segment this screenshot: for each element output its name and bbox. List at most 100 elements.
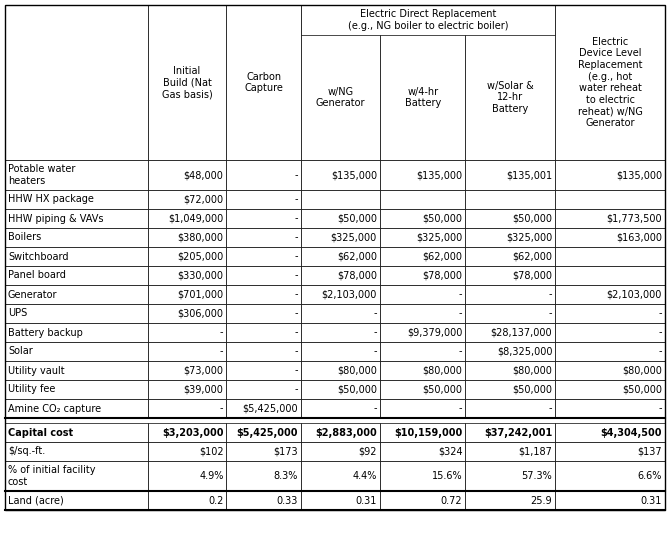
Text: -: -	[459, 289, 462, 300]
Bar	[5, 160, 147, 190]
Bar	[380, 361, 466, 380]
Bar	[226, 380, 301, 399]
Bar	[147, 380, 226, 399]
Bar	[466, 209, 555, 228]
Bar	[555, 380, 665, 399]
Text: Electric
Device Level
Replacement
(e.g., hot
water reheat
to electric
reheat) w/: Electric Device Level Replacement (e.g.,…	[578, 37, 643, 128]
Text: $62,000: $62,000	[337, 251, 377, 261]
Bar	[5, 323, 147, 342]
Text: Battery backup: Battery backup	[8, 328, 83, 338]
Bar	[301, 228, 380, 247]
Text: $173: $173	[273, 446, 298, 457]
Text: Solar: Solar	[8, 346, 33, 356]
Bar	[147, 442, 226, 461]
Text: $137: $137	[637, 446, 662, 457]
Bar	[147, 423, 226, 442]
Bar	[5, 399, 147, 418]
Bar	[380, 160, 466, 190]
Text: -: -	[220, 346, 224, 356]
Text: $37,242,001: $37,242,001	[484, 428, 552, 438]
Bar	[466, 399, 555, 418]
Text: -: -	[220, 404, 224, 413]
Text: $380,000: $380,000	[178, 232, 224, 243]
Text: -: -	[295, 251, 298, 261]
Bar	[226, 247, 301, 266]
Bar	[555, 342, 665, 361]
Text: $80,000: $80,000	[423, 366, 462, 376]
Text: -: -	[295, 170, 298, 180]
Text: 6.6%: 6.6%	[638, 471, 662, 481]
Bar	[147, 5, 226, 160]
Bar	[147, 228, 226, 247]
Bar	[380, 304, 466, 323]
Bar	[466, 423, 555, 442]
Bar	[226, 442, 301, 461]
Bar	[380, 399, 466, 418]
Bar	[5, 285, 147, 304]
Bar	[466, 247, 555, 266]
Bar	[555, 209, 665, 228]
Text: $9,379,000: $9,379,000	[407, 328, 462, 338]
Bar	[301, 423, 380, 442]
Text: $78,000: $78,000	[337, 271, 377, 281]
Text: % of initial facility
cost: % of initial facility cost	[8, 465, 96, 487]
Bar	[380, 461, 466, 491]
Text: $50,000: $50,000	[622, 384, 662, 395]
Text: -: -	[373, 346, 377, 356]
Text: -: -	[295, 346, 298, 356]
Text: $73,000: $73,000	[184, 366, 224, 376]
Text: Capital cost: Capital cost	[8, 428, 73, 438]
Bar	[5, 361, 147, 380]
Text: w/NG
Generator: w/NG Generator	[316, 87, 365, 108]
Text: $701,000: $701,000	[178, 289, 224, 300]
Text: -: -	[295, 366, 298, 376]
Text: -: -	[549, 289, 552, 300]
Bar	[466, 228, 555, 247]
Text: $102: $102	[199, 446, 224, 457]
Text: $2,883,000: $2,883,000	[315, 428, 377, 438]
Text: -: -	[373, 404, 377, 413]
Text: -: -	[295, 289, 298, 300]
Text: HHW piping & VAVs: HHW piping & VAVs	[8, 214, 103, 223]
Bar	[5, 380, 147, 399]
Bar	[147, 285, 226, 304]
Bar	[466, 285, 555, 304]
Bar	[466, 380, 555, 399]
Bar	[380, 247, 466, 266]
Bar	[147, 247, 226, 266]
Text: Electric Direct Replacement
(e.g., NG boiler to electric boiler): Electric Direct Replacement (e.g., NG bo…	[348, 9, 509, 31]
Bar	[555, 461, 665, 491]
Text: $1,049,000: $1,049,000	[168, 214, 224, 223]
Text: -: -	[295, 309, 298, 318]
Bar	[301, 160, 380, 190]
Text: $1,187: $1,187	[519, 446, 552, 457]
Bar	[555, 442, 665, 461]
Bar	[301, 304, 380, 323]
Text: $135,000: $135,000	[331, 170, 377, 180]
Bar	[301, 5, 555, 35]
Bar	[555, 304, 665, 323]
Bar	[301, 361, 380, 380]
Bar	[555, 247, 665, 266]
Text: $163,000: $163,000	[616, 232, 662, 243]
Bar	[226, 423, 301, 442]
Text: $135,001: $135,001	[507, 170, 552, 180]
Text: Switchboard: Switchboard	[8, 251, 68, 261]
Text: $1,773,500: $1,773,500	[606, 214, 662, 223]
Bar	[147, 266, 226, 285]
Text: $28,137,000: $28,137,000	[490, 328, 552, 338]
Bar	[5, 491, 147, 510]
Bar	[555, 491, 665, 510]
Text: 4.9%: 4.9%	[199, 471, 224, 481]
Text: $62,000: $62,000	[513, 251, 552, 261]
Bar	[380, 190, 466, 209]
Bar	[5, 5, 147, 160]
Text: $50,000: $50,000	[337, 384, 377, 395]
Bar	[5, 423, 147, 442]
Bar	[555, 190, 665, 209]
Text: $50,000: $50,000	[423, 384, 462, 395]
Bar	[380, 228, 466, 247]
Bar	[5, 190, 147, 209]
Bar	[466, 323, 555, 342]
Bar	[555, 285, 665, 304]
